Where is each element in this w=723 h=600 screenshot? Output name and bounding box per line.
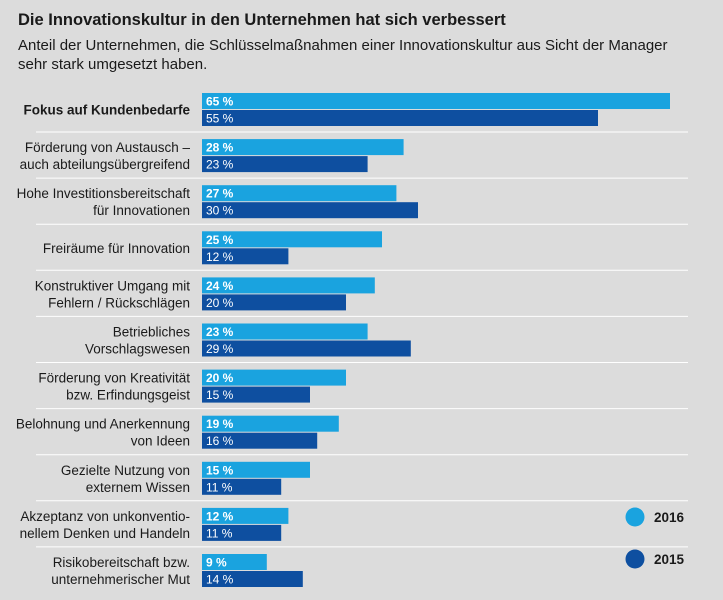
category-label: auch abteilungsübergreifend [20, 157, 190, 172]
bar-2015 [202, 294, 346, 311]
data-label: 12 % [206, 250, 234, 264]
bar-2016 [202, 507, 289, 524]
category-label: externem Wissen [86, 480, 190, 495]
category-label: Freiräume für Innovation [43, 241, 190, 256]
data-label: 28 % [206, 141, 234, 155]
bar-2015 [202, 340, 411, 357]
data-label: 55 % [206, 112, 234, 126]
data-label: 24 % [206, 279, 234, 293]
data-label: 11 % [206, 526, 233, 540]
data-label: 20 % [206, 296, 234, 310]
data-label: 65 % [206, 95, 234, 109]
data-label: 16 % [206, 434, 234, 448]
bar-2016 [202, 277, 375, 294]
category-label: von Ideen [131, 434, 190, 449]
bar-2015 [202, 202, 418, 219]
category-label: nellem Denken und Handeln [20, 526, 190, 541]
category-label: Konstruktiver Umgang mit [35, 278, 191, 293]
data-label: 15 % [206, 388, 234, 402]
bar-2015 [202, 478, 282, 495]
data-label: 27 % [206, 187, 234, 201]
category-label: Förderung von Kreativität [38, 371, 190, 386]
data-label: 19 % [206, 417, 234, 431]
legend-marker-2016 [625, 507, 645, 527]
data-label: 30 % [206, 204, 234, 218]
data-label: 9 % [206, 556, 227, 570]
category-label: Gezielte Nutzung von [61, 463, 190, 478]
bar-2015 [202, 524, 282, 541]
category-label: für Innovationen [93, 203, 190, 218]
category-label: Akzeptanz von unkonventio- [20, 509, 190, 524]
bar-2015 [202, 110, 598, 126]
chart-title: Die Innovationskultur in den Unternehmen… [18, 11, 506, 29]
bar-2016 [202, 369, 346, 386]
bar-2016 [202, 185, 397, 202]
category-label: Fehlern / Rückschlägen [48, 295, 190, 310]
category-label: Betriebliches [113, 325, 191, 340]
bar-2016 [202, 461, 310, 478]
category-label: Vorschlagswesen [85, 342, 190, 357]
data-label: 23 % [206, 158, 234, 172]
data-label: 11 % [206, 480, 233, 494]
data-label: 23 % [206, 325, 234, 339]
bar-2016 [202, 554, 267, 570]
category-label: Belohnung und Anerkennung [16, 417, 190, 432]
legend-label: 2016 [654, 510, 685, 525]
data-label: 12 % [206, 509, 234, 523]
bar-2016 [202, 323, 368, 340]
bar-2016 [202, 415, 339, 432]
category-label: Risikobereitschaft bzw. [53, 555, 190, 570]
bar-2016 [202, 93, 670, 109]
bar-2015 [202, 248, 289, 265]
bar-2016 [202, 139, 404, 156]
data-label: 15 % [206, 463, 234, 477]
bar-2015 [202, 386, 310, 403]
category-label: Förderung von Austausch – [25, 140, 191, 155]
category-label: Hohe Investitionsbereitschaft [17, 186, 191, 201]
category-label: unternehmerischer Mut [51, 572, 190, 587]
chart-subtitle: Anteil der Unternehmen, die Schlüsselmaß… [18, 37, 668, 73]
bar-2015 [202, 571, 303, 587]
legend-marker-2015 [625, 549, 645, 569]
bar-2015 [202, 156, 368, 173]
category-label: Fokus auf Kundenbedarfe [23, 103, 190, 118]
category-label: bzw. Erfindungsgeist [66, 388, 190, 403]
legend-label: 2015 [654, 552, 685, 567]
bar-2015 [202, 432, 318, 449]
bar-2016 [202, 231, 382, 248]
data-label: 20 % [206, 371, 234, 385]
data-label: 29 % [206, 342, 234, 356]
data-label: 14 % [206, 573, 234, 587]
data-label: 25 % [206, 233, 234, 247]
